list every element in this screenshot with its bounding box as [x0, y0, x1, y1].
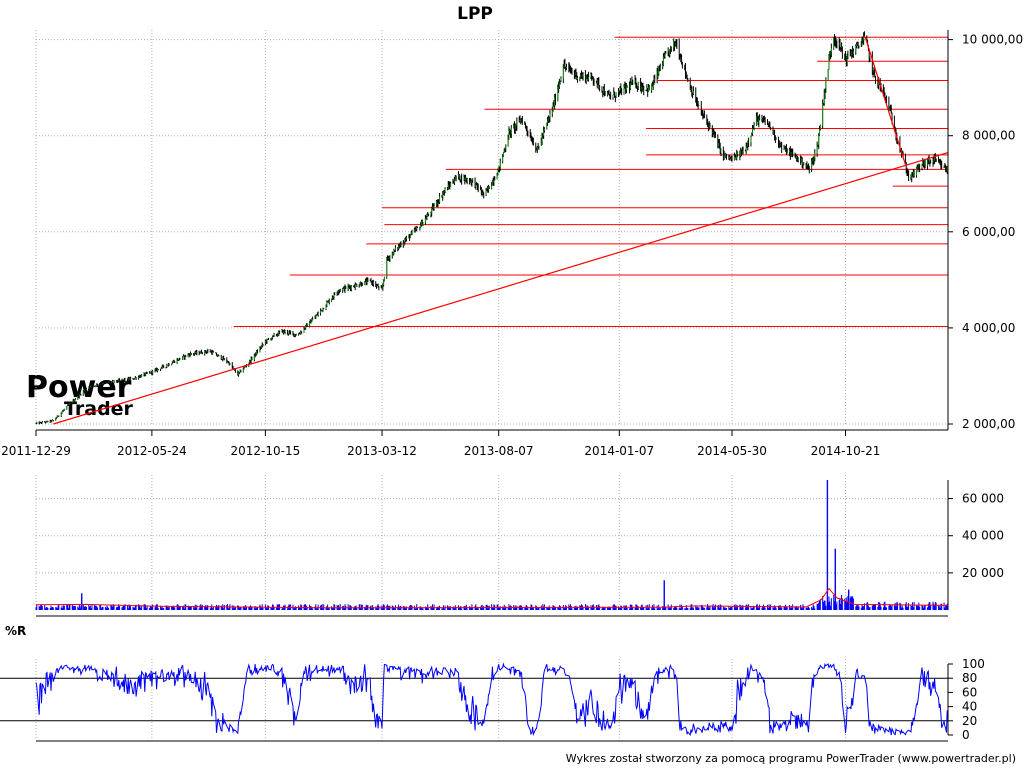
volume-average-line [35, 587, 949, 609]
wr-y-tick-label: 20 [962, 714, 977, 728]
price-y-tick-label: 8 000,00 [962, 129, 1015, 143]
price-x-tick-label: 2012-10-15 [231, 444, 301, 458]
horizontal-levels [233, 36, 948, 327]
price-y-tick-label: 2 000,00 [962, 417, 1015, 431]
trend-lines [53, 37, 949, 425]
price-x-tick-label: 2011-12-29 [1, 444, 71, 458]
powertrader-watermark: Power Trader [26, 370, 134, 420]
williams-r-line [35, 662, 948, 737]
price-grid [35, 30, 948, 740]
volume-panel: 20 000 40 000 60 000 [35, 480, 1004, 617]
trend-line [53, 151, 949, 425]
price-x-tick-label: 2014-01-07 [584, 444, 654, 458]
price-x-tick-label: 2014-05-30 [697, 444, 767, 458]
chart-title: LPP [457, 4, 493, 24]
price-y-tick-label: 4 000,00 [962, 321, 1015, 335]
trend-line [864, 37, 907, 165]
price-y-tick-label: 6 000,00 [962, 225, 1015, 239]
wr-y-tick-label: 0 [962, 728, 970, 742]
price-series [35, 31, 948, 425]
williams-r-label: %R [5, 624, 26, 638]
wr-y-tick-label: 40 [962, 700, 977, 714]
footer-credit: Wykres został stworzony za pomocą progra… [566, 752, 1016, 765]
price-x-tick-label: 2013-08-07 [464, 444, 534, 458]
price-x-tick-label: 2013-03-12 [347, 444, 417, 458]
wr-y-tick-label: 100 [962, 657, 985, 671]
price-y-tick-label: 10 000,00 [962, 33, 1023, 47]
volume-y-tick-label: 40 000 [962, 529, 1004, 543]
wr-y-tick-label: 80 [962, 671, 977, 685]
price-axes: 2 000,00 4 000,00 6 000,00 8 000,00 10 000,0… [1, 30, 1023, 458]
svg-text:Trader: Trader [64, 398, 134, 420]
svg-text:Power: Power [26, 370, 132, 405]
wr-y-tick-label: 60 [962, 685, 977, 699]
volume-y-tick-label: 20 000 [962, 566, 1004, 580]
volume-y-tick-label: 60 000 [962, 492, 1004, 506]
price-x-tick-label: 2012-05-24 [117, 444, 187, 458]
price-x-tick-label: 2014-10-21 [811, 444, 881, 458]
